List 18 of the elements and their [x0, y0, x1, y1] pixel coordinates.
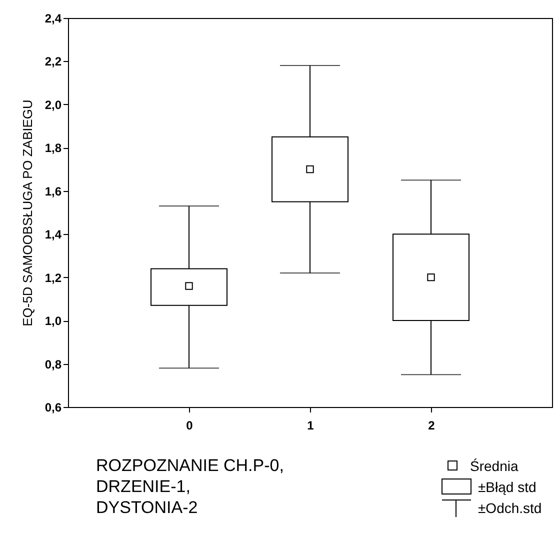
text: Średnia	[470, 458, 518, 474]
y-tick-label: 0,6	[44, 400, 62, 414]
x-tick-label: 1	[307, 418, 314, 432]
y-tick-label: 1,2	[44, 270, 62, 285]
y-tick-label: 1,4	[44, 228, 62, 242]
y-tick-label: 1,6	[44, 184, 62, 198]
y-tick-label: 2,4	[44, 12, 62, 26]
y-tick-label: 1,8	[44, 141, 62, 156]
y-tick-label: 0,8	[44, 357, 62, 372]
y-tick-label: 2,0	[44, 98, 62, 112]
y-axis-title: EQ-5D SAMOOBSŁUGA PO ZABIEGU	[20, 100, 35, 326]
x-tick-label: 2	[428, 418, 436, 432]
y-tick-label: 2,2	[44, 54, 62, 69]
y-tick-label: 1,0	[44, 314, 62, 328]
text: ±Odch.std	[478, 500, 542, 516]
text: ±Błąd std	[478, 478, 536, 494]
x-tick-label: 0	[186, 418, 194, 432]
x-axis-title: ROZPOZNANIE CH.P-0, DRZENIE-1, DYSTONIA-2	[96, 455, 284, 518]
